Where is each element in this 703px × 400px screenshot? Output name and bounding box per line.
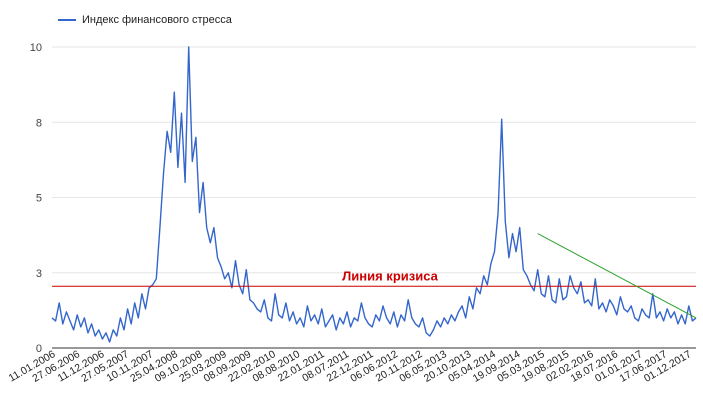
y-tick-label: 3: [36, 268, 42, 280]
trendline: [537, 233, 697, 319]
y-tick-label: 0: [36, 343, 42, 355]
y-tick-label: 8: [36, 117, 42, 129]
legend: Индекс финансового стресса: [58, 14, 232, 26]
y-tick-label: 5: [36, 193, 42, 205]
series-line: [51, 46, 697, 343]
legend-swatch: [58, 19, 76, 21]
crisis-line-label: Линия кризиса: [342, 268, 438, 283]
y-tick-label: 10: [30, 42, 42, 54]
legend-label: Индекс финансового стресса: [82, 14, 232, 26]
